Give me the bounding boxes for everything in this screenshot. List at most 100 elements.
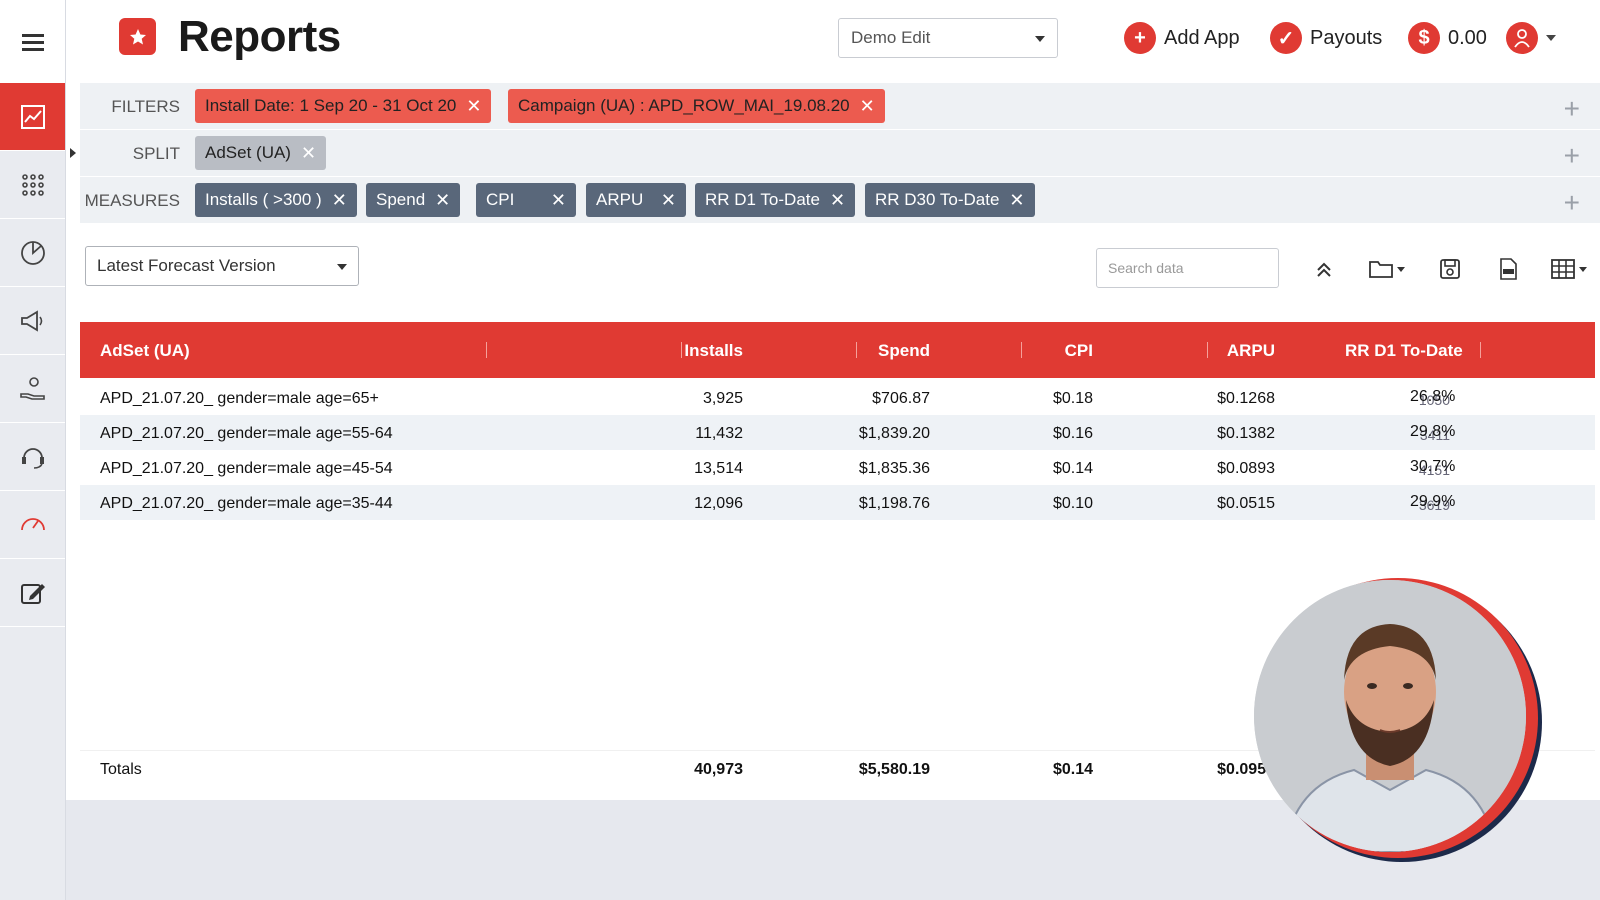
- measure-chip-label: Spend: [376, 190, 426, 209]
- add-filter-icon[interactable]: +: [1563, 93, 1580, 124]
- folder-icon: [1369, 261, 1405, 278]
- filter-chip[interactable]: Campaign (UA) : APD_ROW_MAI_19.08.20 ✕: [508, 89, 885, 123]
- cell-arpu: $0.1382: [1217, 425, 1275, 442]
- rail-item-support[interactable]: [0, 423, 65, 491]
- cell-rr-count: 3411: [1419, 427, 1450, 443]
- cell-adset: APD_21.07.20_ gender=male age=45-54: [100, 460, 393, 477]
- filter-chip[interactable]: Install Date: 1 Sep 20 - 31 Oct 20 ✕: [195, 89, 492, 123]
- column-divider: [1480, 342, 1481, 358]
- expand-rail-toggle[interactable]: [66, 146, 80, 160]
- cell-spend: $1,835.36: [858, 460, 930, 477]
- measure-chip[interactable]: Spend ✕: [366, 183, 461, 217]
- measure-chip[interactable]: Installs ( >300 ) ✕: [195, 183, 357, 217]
- split-chip[interactable]: AdSet (UA) ✕: [195, 136, 327, 170]
- total-installs: 40,973: [694, 761, 743, 778]
- filters-label: FILTERS: [111, 97, 180, 116]
- dashboard-select[interactable]: Demo Edit: [838, 18, 1058, 58]
- edit-icon: [20, 583, 45, 604]
- split-row: SPLIT AdSet (UA) ✕ +: [80, 130, 1600, 177]
- close-icon[interactable]: ✕: [1009, 189, 1025, 210]
- close-icon[interactable]: ✕: [660, 189, 676, 210]
- table-row[interactable]: APD_21.07.20_ gender=male age=45-54 13,5…: [80, 450, 1595, 485]
- close-icon[interactable]: ✕: [435, 189, 451, 210]
- speedometer-icon: [20, 517, 45, 530]
- dollar-icon: $: [1408, 22, 1440, 54]
- measure-chip[interactable]: RR D1 To-Date ✕: [695, 183, 856, 217]
- measure-chip[interactable]: RR D30 To-Date ✕: [865, 183, 1035, 217]
- collapse-button[interactable]: [1310, 256, 1338, 282]
- rail-item-reports[interactable]: [0, 83, 65, 151]
- export-csv-button[interactable]: [1494, 256, 1522, 282]
- cell-arpu: $0.0515: [1217, 495, 1275, 512]
- menu-button[interactable]: [0, 0, 65, 83]
- measure-chip-label: CPI: [486, 190, 515, 209]
- cell-cpi: $0.10: [1052, 495, 1093, 512]
- close-icon[interactable]: ✕: [331, 189, 347, 210]
- table-layout-button[interactable]: [1550, 256, 1590, 282]
- total-spend: $5,580.19: [858, 761, 930, 778]
- add-split-icon[interactable]: +: [1563, 140, 1580, 171]
- column-header-spend[interactable]: Spend: [878, 341, 930, 360]
- column-header-adset[interactable]: AdSet (UA): [100, 341, 190, 360]
- add-app-button[interactable]: + Add App: [1124, 20, 1240, 56]
- top-header: Reports Demo Edit + Add App ✓ Payouts $ …: [66, 0, 1600, 83]
- balance-value: 0.00: [1448, 26, 1487, 49]
- search-placeholder: Search data: [1108, 260, 1184, 276]
- table-row[interactable]: APD_21.07.20_ gender=male age=65+ 3,925 …: [80, 380, 1595, 415]
- chevron-down-icon: [1035, 36, 1045, 42]
- column-header-arpu[interactable]: ARPU: [1226, 341, 1275, 360]
- cell-installs: 12,096: [694, 495, 743, 512]
- column-header-installs[interactable]: Installs: [684, 341, 743, 360]
- plus-icon: +: [1124, 22, 1156, 54]
- forecast-version-value: Latest Forecast Version: [97, 256, 276, 275]
- table-header: AdSet (UA) Installs Spend CPI ARPU RR D1…: [80, 322, 1595, 378]
- table-row[interactable]: APD_21.07.20_ gender=male age=35-44 12,0…: [80, 485, 1595, 520]
- user-avatar-icon: [1506, 22, 1538, 54]
- rail-item-apps[interactable]: [0, 151, 65, 219]
- cell-rr-count: 4151: [1418, 462, 1450, 478]
- total-cpi: $0.14: [1052, 761, 1093, 778]
- add-app-label: Add App: [1164, 26, 1240, 49]
- page-title: Reports: [178, 12, 341, 61]
- rail-item-analytics[interactable]: [0, 219, 65, 287]
- forecast-version-select[interactable]: Latest Forecast Version: [85, 246, 359, 286]
- left-rail: [0, 0, 66, 900]
- filter-chip-label: Campaign (UA) : APD_ROW_MAI_19.08.20: [518, 96, 850, 115]
- chevron-down-icon: [1546, 35, 1556, 41]
- add-measure-icon[interactable]: +: [1563, 187, 1580, 218]
- split-chip-label: AdSet (UA): [205, 143, 291, 162]
- search-input[interactable]: Search data: [1096, 248, 1279, 288]
- cell-spend: $1,839.20: [858, 425, 930, 442]
- collapse-up-icon: [1317, 262, 1331, 277]
- cell-installs: 3,925: [702, 390, 743, 407]
- table-row[interactable]: APD_21.07.20_ gender=male age=55-64 11,4…: [80, 415, 1595, 450]
- rail-item-campaigns[interactable]: [0, 287, 65, 355]
- megaphone-icon: [20, 309, 42, 332]
- close-icon[interactable]: ✕: [466, 95, 482, 116]
- menu-icon: [21, 33, 44, 51]
- close-icon[interactable]: ✕: [829, 189, 846, 210]
- folder-button[interactable]: [1368, 256, 1408, 282]
- cell-rr-pct: 30.7%: [1410, 458, 1456, 475]
- close-icon[interactable]: ✕: [859, 95, 875, 116]
- cell-adset: APD_21.07.20_ gender=male age=55-64: [100, 425, 393, 442]
- user-menu[interactable]: [1506, 20, 1556, 56]
- balance-button[interactable]: $ 0.00: [1408, 20, 1487, 56]
- close-icon[interactable]: ✕: [300, 142, 317, 163]
- close-icon[interactable]: ✕: [550, 189, 566, 210]
- rail-item-monetization[interactable]: [0, 355, 65, 423]
- payouts-label: Payouts: [1310, 26, 1383, 49]
- cell-cpi: $0.14: [1052, 460, 1093, 477]
- cell-arpu: $0.0893: [1217, 460, 1275, 477]
- save-button[interactable]: [1436, 256, 1464, 282]
- column-header-cpi[interactable]: CPI: [1064, 341, 1093, 360]
- measure-chip[interactable]: ARPU ✕: [586, 183, 686, 217]
- measure-chip[interactable]: CPI ✕: [476, 183, 576, 217]
- column-header-rr-d1[interactable]: RR D1 To-Date: [1345, 341, 1463, 360]
- payouts-button[interactable]: ✓ Payouts: [1270, 20, 1382, 56]
- cell-spend: $706.87: [872, 390, 930, 407]
- cell-spend: $1,198.76: [858, 495, 930, 512]
- cell-arpu: $0.1268: [1217, 390, 1275, 407]
- rail-item-performance[interactable]: [0, 491, 65, 559]
- rail-item-edit[interactable]: [0, 559, 65, 627]
